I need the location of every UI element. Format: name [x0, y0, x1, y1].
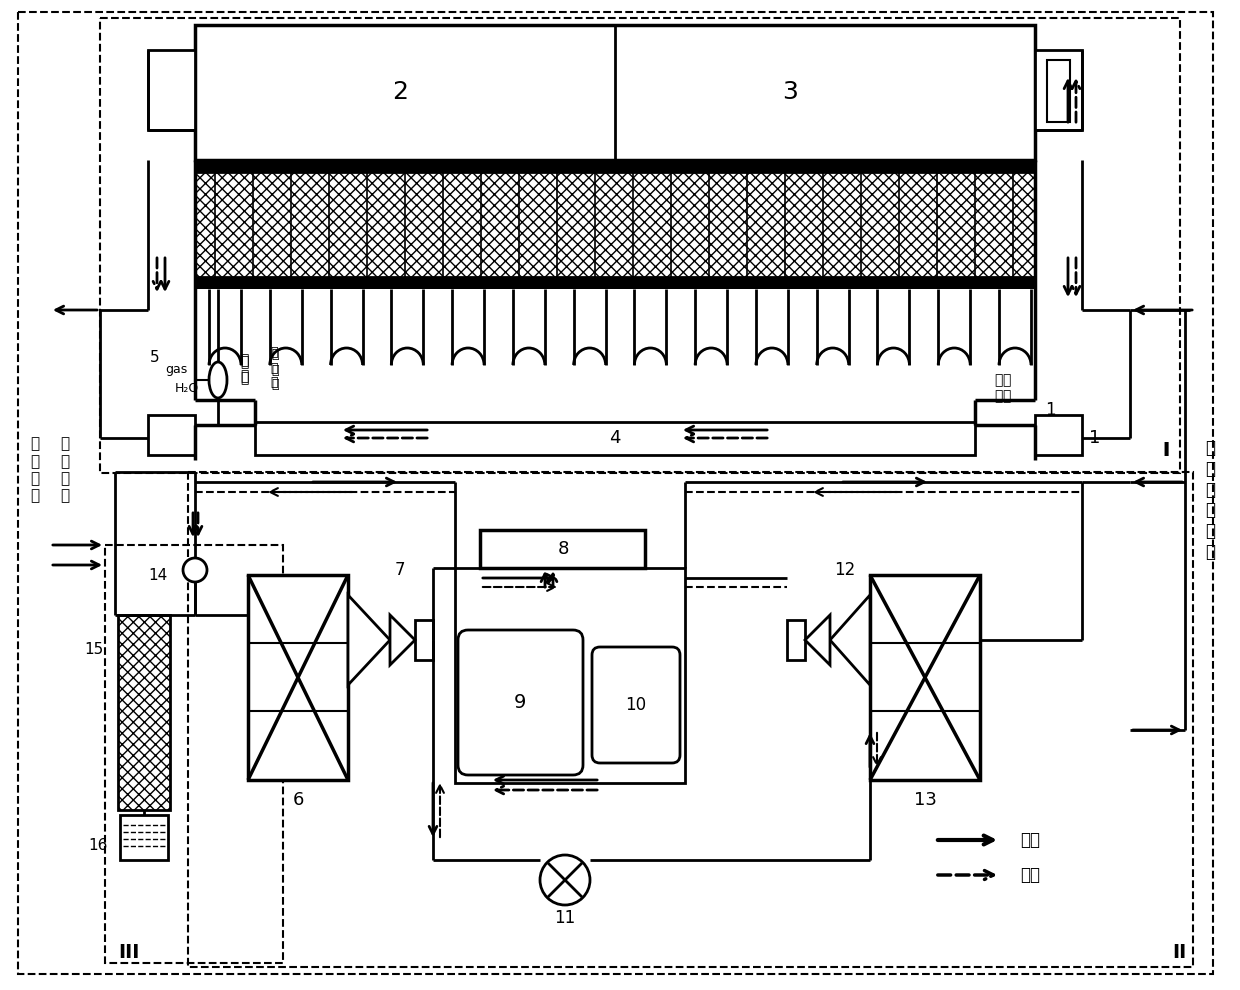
Text: I: I [1162, 441, 1169, 459]
Text: 1: 1 [1089, 429, 1101, 447]
Text: 制热: 制热 [1021, 866, 1040, 884]
Circle shape [539, 855, 590, 905]
Bar [415, 620, 433, 660]
Text: 阴
极: 阴 极 [239, 354, 248, 385]
Text: 交
换
膜: 交 换 膜 [270, 346, 278, 389]
Bar [480, 530, 645, 568]
Text: 10: 10 [625, 696, 646, 714]
Bar [188, 472, 1193, 967]
Text: 6: 6 [293, 791, 304, 809]
Text: 1: 1 [1044, 401, 1055, 419]
Text: 阴
极: 阴 极 [239, 352, 248, 383]
Text: 阳
极: 阳 极 [993, 373, 1002, 403]
Text: 11: 11 [554, 909, 575, 927]
Text: H₂O: H₂O [175, 381, 200, 394]
Text: 7: 7 [394, 561, 405, 579]
Text: II: II [1172, 942, 1187, 961]
Polygon shape [348, 595, 391, 685]
Text: 16: 16 [88, 838, 108, 852]
Bar [255, 422, 975, 455]
Bar [195, 160, 1035, 172]
Text: 外
机
除
霜: 外 机 除 霜 [61, 437, 69, 504]
Bar [120, 815, 167, 860]
Bar [148, 50, 195, 130]
Ellipse shape [210, 362, 227, 398]
Bar [148, 415, 195, 455]
Bar [455, 568, 684, 783]
Bar [248, 575, 348, 780]
Bar [105, 545, 283, 963]
Bar [1035, 50, 1083, 130]
Text: 2: 2 [392, 80, 408, 104]
Text: 12: 12 [835, 561, 856, 579]
Bar [1047, 60, 1070, 122]
Bar [195, 25, 1035, 160]
Text: gas: gas [165, 363, 187, 376]
Bar [118, 615, 170, 810]
Bar [100, 18, 1180, 473]
Bar [195, 277, 1035, 289]
Text: 供
电
供
热
供
水: 供 电 供 热 供 水 [1205, 439, 1215, 561]
Text: 3: 3 [782, 80, 797, 104]
Polygon shape [391, 615, 415, 665]
Bar [870, 575, 980, 780]
Bar [195, 172, 1035, 277]
Circle shape [184, 558, 207, 582]
FancyBboxPatch shape [458, 630, 583, 775]
Text: I: I [1162, 441, 1169, 459]
Text: 15: 15 [84, 643, 104, 657]
Text: 13: 13 [914, 791, 936, 809]
Text: 交
换
膜: 交 换 膜 [272, 348, 279, 391]
Text: 8: 8 [557, 540, 569, 558]
Polygon shape [830, 595, 870, 685]
Text: 4: 4 [609, 429, 621, 447]
Text: 电
池
冷
却: 电 池 冷 却 [31, 437, 40, 504]
Bar [787, 620, 805, 660]
Text: 14: 14 [149, 567, 167, 582]
Text: 9: 9 [513, 692, 526, 712]
Bar [1035, 415, 1083, 455]
Text: 制冷: 制冷 [1021, 831, 1040, 849]
Text: 5: 5 [150, 350, 160, 365]
Text: 阳
极: 阳 极 [1002, 373, 1011, 403]
Polygon shape [805, 615, 830, 665]
Text: III: III [118, 942, 139, 961]
FancyBboxPatch shape [591, 647, 680, 763]
